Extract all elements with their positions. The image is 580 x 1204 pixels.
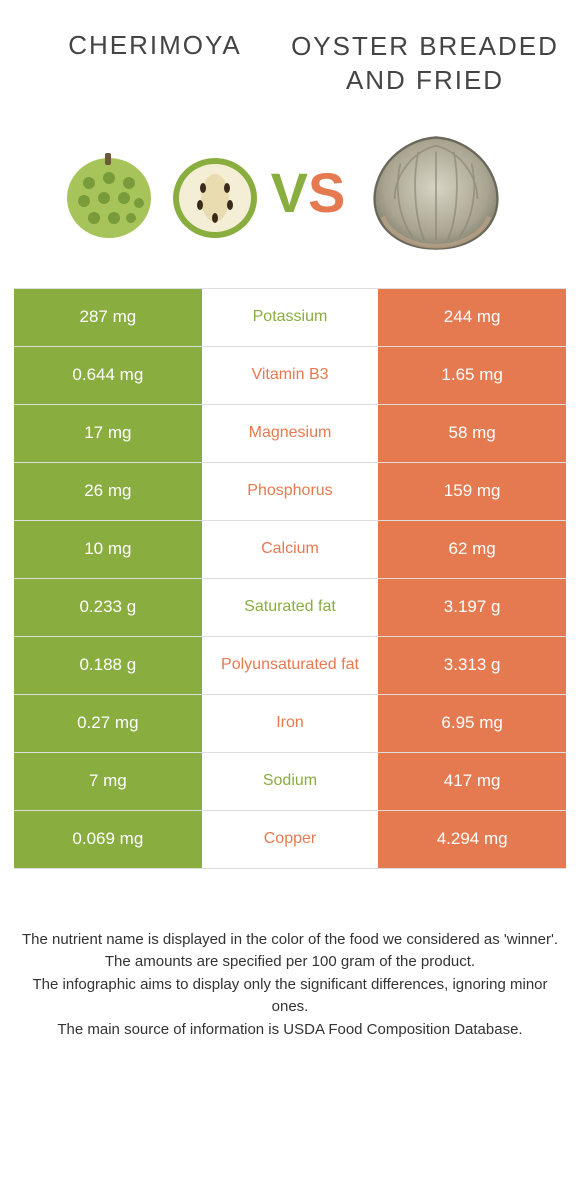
table-row: 0.233 gSaturated fat3.197 g (14, 579, 566, 637)
nutrient-name: Calcium (202, 521, 379, 578)
table-row: 0.644 mgVitamin B31.65 mg (14, 347, 566, 405)
left-value: 0.644 mg (14, 347, 202, 404)
nutrient-name: Iron (202, 695, 379, 752)
food-right-title: OYSTER BREADED AND FRIED (290, 30, 560, 98)
note-line: The amounts are specified per 100 gram o… (20, 951, 560, 974)
cherimoya-half-icon (165, 128, 265, 258)
left-value: 0.27 mg (14, 695, 202, 752)
nutrient-name: Vitamin B3 (202, 347, 379, 404)
nutrient-name: Phosphorus (202, 463, 379, 520)
left-value: 287 mg (14, 289, 202, 346)
food-left-title: CHERIMOYA (20, 30, 290, 61)
left-value: 7 mg (14, 753, 202, 810)
left-value: 0.233 g (14, 579, 202, 636)
table-row: 0.188 gPolyunsaturated fat3.313 g (14, 637, 566, 695)
right-value: 417 mg (378, 753, 566, 810)
left-value: 0.188 g (14, 637, 202, 694)
title-left: CHERIMOYA (20, 30, 290, 98)
table-row: 0.069 mgCopper4.294 mg (14, 811, 566, 869)
left-value: 0.069 mg (14, 811, 202, 868)
nutrient-name: Saturated fat (202, 579, 379, 636)
nutrient-name: Potassium (202, 289, 379, 346)
right-value: 58 mg (378, 405, 566, 462)
right-value: 6.95 mg (378, 695, 566, 752)
image-row: VS (0, 108, 580, 288)
note-line: The nutrient name is displayed in the co… (20, 929, 560, 952)
table-row: 17 mgMagnesium58 mg (14, 405, 566, 463)
left-value: 17 mg (14, 405, 202, 462)
note-line: The infographic aims to display only the… (20, 974, 560, 1019)
nutrient-name: Magnesium (202, 405, 379, 462)
nutrient-name: Copper (202, 811, 379, 868)
vs-label: VS (271, 160, 346, 225)
nutrient-table: 287 mgPotassium244 mg0.644 mgVitamin B31… (14, 288, 566, 869)
header: CHERIMOYA OYSTER BREADED AND FRIED (0, 0, 580, 108)
nutrient-name: Polyunsaturated fat (202, 637, 379, 694)
vs-v: V (271, 160, 308, 225)
cherimoya-whole-icon (59, 128, 159, 258)
table-row: 287 mgPotassium244 mg (14, 289, 566, 347)
table-row: 0.27 mgIron6.95 mg (14, 695, 566, 753)
right-value: 3.313 g (378, 637, 566, 694)
note-line: The main source of information is USDA F… (20, 1019, 560, 1042)
table-row: 26 mgPhosphorus159 mg (14, 463, 566, 521)
notes: The nutrient name is displayed in the co… (0, 869, 580, 1062)
right-value: 3.197 g (378, 579, 566, 636)
right-value: 4.294 mg (378, 811, 566, 868)
left-value: 10 mg (14, 521, 202, 578)
right-value: 244 mg (378, 289, 566, 346)
table-row: 7 mgSodium417 mg (14, 753, 566, 811)
right-value: 159 mg (378, 463, 566, 520)
nutrient-name: Sodium (202, 753, 379, 810)
oyster-icon (351, 128, 521, 258)
title-right: OYSTER BREADED AND FRIED (290, 30, 560, 98)
vs-s: S (308, 160, 345, 225)
left-value: 26 mg (14, 463, 202, 520)
right-value: 62 mg (378, 521, 566, 578)
right-value: 1.65 mg (378, 347, 566, 404)
table-row: 10 mgCalcium62 mg (14, 521, 566, 579)
